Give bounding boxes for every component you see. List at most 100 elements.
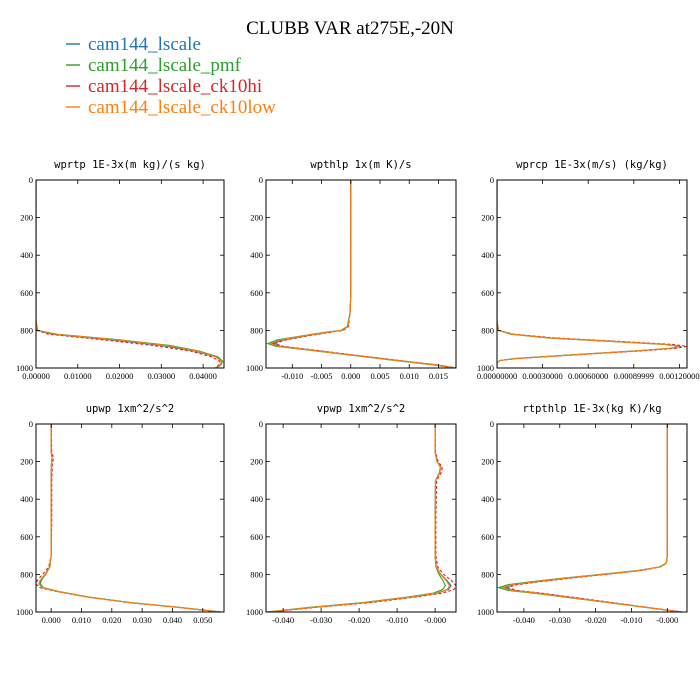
chart-panel: wpthlp 1x(m K)/s 0 200 400 600 800 1000 -0.010-… xyxy=(246,159,457,381)
x-tick-label: -0.040 xyxy=(272,615,294,625)
y-tick-label: 0 xyxy=(259,419,263,429)
y-tick-label: 800 xyxy=(481,569,494,579)
panel-title: wpthlp 1x(m K)/s xyxy=(310,159,411,171)
y-tick-label: 200 xyxy=(481,457,494,467)
legend: cam144_lscalecam144_lscale_pmfcam144_lsc… xyxy=(66,34,276,118)
series-line xyxy=(36,424,220,612)
chart-panel: rtpthlp 1E-3x(kg K)/kg 0 200 400 600 800 1000 -… xyxy=(477,403,688,625)
x-tick-label: 0.00089999 xyxy=(614,371,654,381)
x-tick-label: 0.050 xyxy=(193,615,212,625)
x-tick-label: -0.010 xyxy=(620,615,642,625)
y-tick-label: 600 xyxy=(20,288,33,298)
x-tick-label: 0.02000 xyxy=(106,371,134,381)
y-tick-label: 1000 xyxy=(16,607,33,617)
y-tick-label: 1000 xyxy=(246,363,263,373)
y-tick-label: 1000 xyxy=(477,607,494,617)
panel-title: wprcp 1E-3x(m/s) (kg/kg) xyxy=(516,159,668,171)
plot-frame xyxy=(35,423,225,613)
series-line xyxy=(267,424,452,612)
x-tick-label: 0.020 xyxy=(102,615,121,625)
x-tick-label: 0.00030000 xyxy=(522,371,562,381)
x-tick-label: -0.005 xyxy=(311,371,333,381)
series-line xyxy=(36,180,221,368)
y-tick-label: 200 xyxy=(250,213,263,223)
x-tick-label: -0.030 xyxy=(310,615,332,625)
x-tick-label: 0.040 xyxy=(163,615,182,625)
series-line xyxy=(269,424,456,612)
y-tick-label: 400 xyxy=(20,494,33,504)
y-tick-label: 1000 xyxy=(16,363,33,373)
x-tick-label: -0.040 xyxy=(513,615,535,625)
series-line xyxy=(270,180,456,368)
y-tick-label: 200 xyxy=(250,457,263,467)
y-tick-label: 1000 xyxy=(477,363,494,373)
x-tick-label: 0.01000 xyxy=(64,371,92,381)
x-tick-label: 0.000 xyxy=(341,371,360,381)
series-line xyxy=(505,424,683,612)
legend-entry: cam144_lscale_ck10low xyxy=(88,97,276,118)
x-tick-label: 0.010 xyxy=(72,615,91,625)
series-line xyxy=(38,424,221,612)
series-line xyxy=(268,180,455,368)
y-tick-label: 0 xyxy=(490,175,494,185)
x-tick-label: 0.030 xyxy=(133,615,152,625)
x-tick-label: 0.00060000 xyxy=(568,371,608,381)
panel-title: wprtp 1E-3x(m kg)/(s kg) xyxy=(54,159,206,171)
x-tick-label: -0.010 xyxy=(386,615,408,625)
series-line xyxy=(500,424,682,612)
chart-panel: wprtp 1E-3x(m kg)/(s kg) 0 200 400 600 800 100… xyxy=(16,159,225,381)
y-tick-label: 0 xyxy=(29,419,33,429)
legend-entry: cam144_lscale_pmf xyxy=(88,55,242,76)
y-tick-label: 200 xyxy=(20,457,33,467)
y-tick-label: 600 xyxy=(20,532,33,542)
series-line xyxy=(36,180,223,368)
x-tick-label: -0.010 xyxy=(281,371,303,381)
y-tick-label: 400 xyxy=(250,494,263,504)
plot-frame xyxy=(265,179,457,369)
x-tick-label: 0.00000 xyxy=(22,371,50,381)
x-tick-label: -0.020 xyxy=(348,615,370,625)
y-tick-label: 0 xyxy=(490,419,494,429)
chart-panel: upwp 1xm^2/s^2 0 200 400 600 800 1000 0.000 0.01… xyxy=(16,403,225,625)
legend-entry: cam144_lscale xyxy=(88,34,201,55)
x-tick-label: -0.020 xyxy=(585,615,607,625)
x-tick-label: 0.00120000 xyxy=(659,371,699,381)
series-line xyxy=(266,180,454,368)
series-line xyxy=(267,424,451,612)
y-tick-label: 600 xyxy=(250,288,263,298)
y-tick-label: 600 xyxy=(250,532,263,542)
chart-panel: wprcp 1E-3x(m/s) (kg/kg) 0 200 400 600 800 100… xyxy=(477,159,700,381)
series-line xyxy=(502,424,682,612)
y-tick-label: 400 xyxy=(481,250,494,260)
x-tick-label: -0.030 xyxy=(549,615,571,625)
series-line xyxy=(266,424,446,612)
y-tick-label: 800 xyxy=(20,325,33,335)
x-tick-label: 0.03000 xyxy=(148,371,176,381)
plot-frame xyxy=(496,179,688,369)
y-tick-label: 800 xyxy=(481,325,494,335)
y-tick-label: 400 xyxy=(250,250,263,260)
x-tick-label: -0.000 xyxy=(656,615,678,625)
x-tick-label: 0.015 xyxy=(429,371,448,381)
y-tick-label: 0 xyxy=(29,175,33,185)
y-tick-label: 400 xyxy=(20,250,33,260)
y-tick-label: 600 xyxy=(481,532,494,542)
plot-frame xyxy=(265,423,457,613)
series-line xyxy=(497,180,680,368)
panels: wprtp 1E-3x(m kg)/(s kg) 0 200 400 600 800 100… xyxy=(16,159,700,625)
y-tick-label: 800 xyxy=(250,325,263,335)
series-line xyxy=(36,180,223,368)
y-tick-label: 0 xyxy=(259,175,263,185)
y-tick-label: 200 xyxy=(20,213,33,223)
figure-title: CLUBB VAR at275E,-20N xyxy=(246,18,454,39)
x-tick-label: 0.000 xyxy=(42,615,61,625)
panel-title: rtpthlp 1E-3x(kg K)/kg xyxy=(522,403,661,415)
legend-entry: cam144_lscale_ck10hi xyxy=(88,76,262,97)
panel-title: upwp 1xm^2/s^2 xyxy=(86,403,175,415)
y-tick-label: 600 xyxy=(481,288,494,298)
y-tick-label: 200 xyxy=(481,213,494,223)
plot-frame xyxy=(35,179,225,369)
series-line xyxy=(272,180,456,368)
y-tick-label: 400 xyxy=(481,494,494,504)
